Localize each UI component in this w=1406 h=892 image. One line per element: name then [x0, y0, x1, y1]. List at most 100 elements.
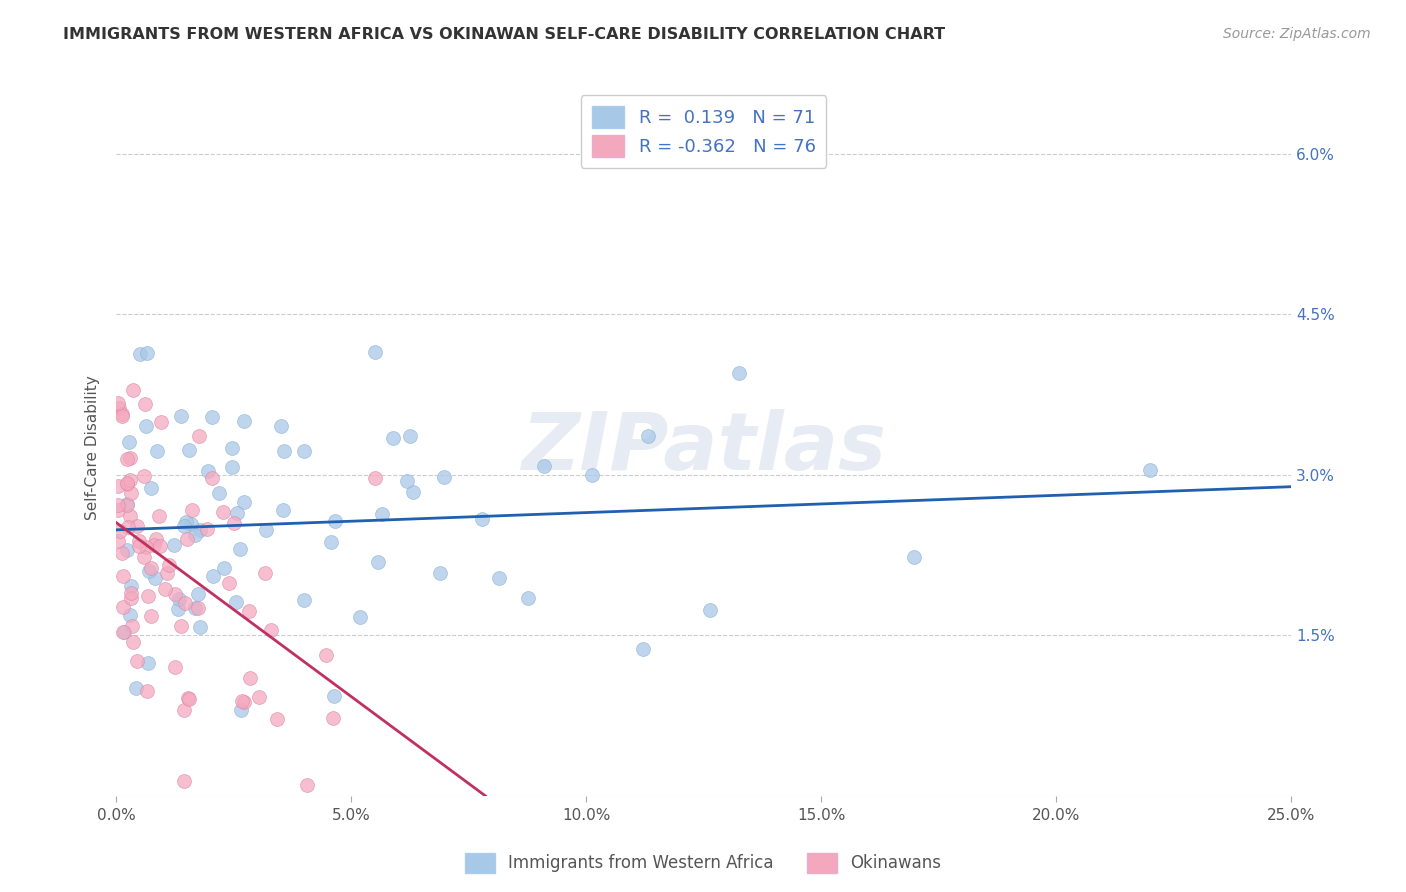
- Point: [533, 458, 555, 473]
- Point: [110, 546, 132, 560]
- Point: [637, 428, 659, 442]
- Point: [120, 591, 142, 605]
- Point: [170, 619, 193, 633]
- Point: [107, 534, 129, 549]
- Point: [115, 498, 138, 512]
- Point: [135, 540, 157, 554]
- Point: [112, 600, 135, 615]
- Point: [136, 656, 159, 670]
- Legend: R =  0.139   N = 71, R = -0.362   N = 76: R = 0.139 N = 71, R = -0.362 N = 76: [581, 95, 827, 168]
- Point: [188, 524, 211, 538]
- Point: [120, 508, 142, 523]
- Point: [110, 407, 132, 421]
- Point: [187, 587, 209, 601]
- Point: [226, 506, 249, 520]
- Point: [122, 635, 145, 649]
- Point: [139, 481, 162, 495]
- Point: [271, 502, 294, 516]
- Point: [118, 435, 141, 450]
- Point: [187, 429, 209, 443]
- Point: [135, 418, 157, 433]
- Point: [120, 485, 142, 500]
- Point: [367, 556, 389, 570]
- Point: [214, 561, 236, 575]
- Point: [112, 624, 135, 639]
- Point: [169, 592, 191, 607]
- Point: [187, 601, 209, 615]
- Point: [165, 586, 187, 600]
- Point: [136, 589, 159, 603]
- Point: [323, 514, 346, 528]
- Text: Source: ZipAtlas.com: Source: ZipAtlas.com: [1223, 27, 1371, 41]
- Point: [139, 561, 162, 575]
- Point: [142, 538, 165, 552]
- Point: [212, 505, 235, 519]
- Point: [127, 654, 149, 668]
- Point: [233, 695, 256, 709]
- Point: [229, 703, 252, 717]
- Point: [433, 470, 456, 484]
- Point: [221, 441, 243, 455]
- Point: [107, 478, 129, 492]
- Point: [260, 624, 283, 638]
- Point: [167, 601, 190, 615]
- Point: [169, 409, 191, 423]
- Point: [201, 471, 224, 485]
- Point: [177, 692, 200, 706]
- Point: [135, 684, 157, 698]
- Point: [517, 591, 540, 605]
- Point: [132, 549, 155, 564]
- Point: [297, 778, 319, 792]
- Point: [117, 451, 139, 466]
- Point: [254, 566, 277, 580]
- Point: [197, 464, 219, 478]
- Point: [176, 532, 198, 546]
- Point: [115, 477, 138, 491]
- Point: [110, 409, 132, 423]
- Point: [381, 431, 404, 445]
- Point: [349, 610, 371, 624]
- Point: [188, 620, 211, 634]
- Point: [401, 484, 423, 499]
- Point: [120, 608, 142, 623]
- Point: [148, 539, 170, 553]
- Point: [124, 681, 146, 696]
- Point: [581, 468, 603, 483]
- Point: [128, 539, 150, 553]
- Legend: Immigrants from Western Africa, Okinawans: Immigrants from Western Africa, Okinawan…: [458, 847, 948, 880]
- Point: [218, 576, 240, 591]
- Point: [111, 624, 134, 639]
- Point: [232, 495, 254, 509]
- Point: [132, 469, 155, 483]
- Point: [273, 443, 295, 458]
- Point: [364, 471, 387, 485]
- Y-axis label: Self-Care Disability: Self-Care Disability: [86, 376, 100, 520]
- Point: [180, 503, 202, 517]
- Point: [183, 600, 205, 615]
- Point: [122, 384, 145, 398]
- Point: [239, 671, 262, 685]
- Point: [120, 579, 142, 593]
- Point: [225, 595, 247, 609]
- Point: [292, 444, 315, 458]
- Point: [321, 534, 343, 549]
- Point: [1139, 463, 1161, 477]
- Point: [179, 442, 201, 457]
- Point: [699, 603, 721, 617]
- Point: [135, 346, 157, 360]
- Point: [107, 502, 129, 516]
- Point: [163, 660, 186, 674]
- Point: [134, 397, 156, 411]
- Point: [176, 691, 198, 706]
- Point: [631, 641, 654, 656]
- Point: [221, 460, 243, 475]
- Point: [139, 609, 162, 624]
- Point: [315, 648, 337, 662]
- Point: [322, 711, 344, 725]
- Point: [195, 522, 218, 536]
- Point: [115, 476, 138, 491]
- Point: [174, 515, 197, 529]
- Point: [163, 538, 186, 552]
- Point: [155, 582, 177, 596]
- Point: [201, 409, 224, 424]
